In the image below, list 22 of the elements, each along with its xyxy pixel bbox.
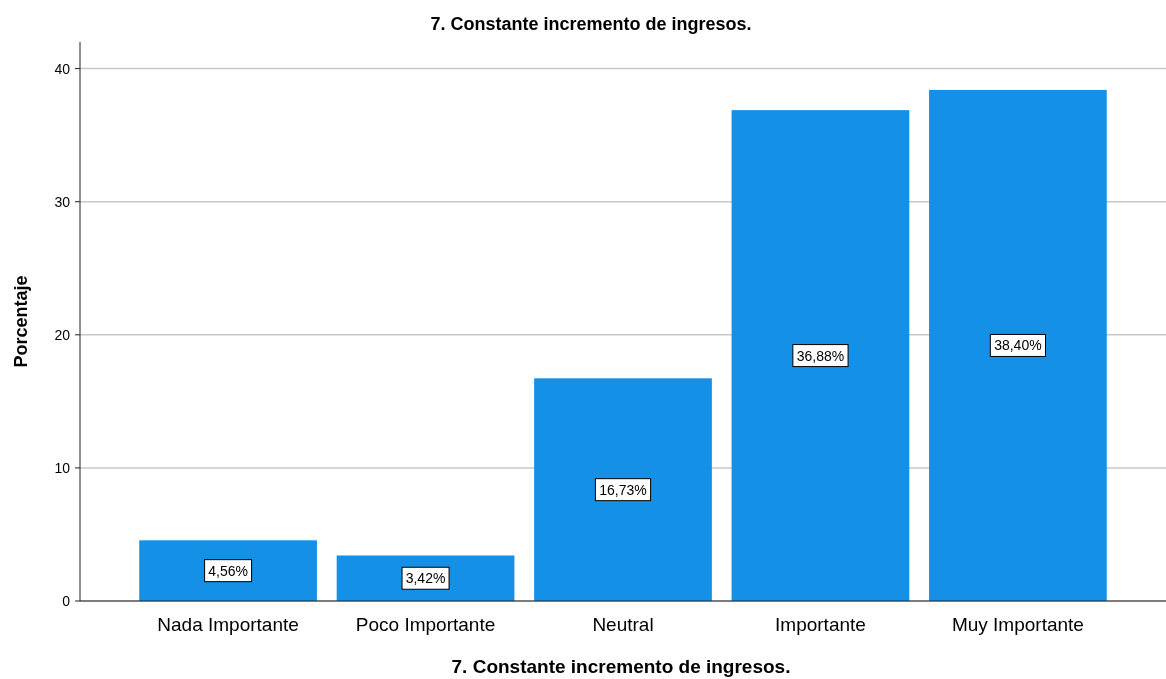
data-label: 3,42% <box>405 570 446 587</box>
bar <box>731 110 910 601</box>
data-label: 16,73% <box>599 481 647 498</box>
data-label: 4,56% <box>208 562 248 579</box>
y-tick-label: 40 <box>54 60 71 77</box>
bar <box>139 540 317 601</box>
x-tick-label: Nada Importante <box>157 614 299 635</box>
chart-title: 7. Constante incremento de ingresos. <box>430 14 752 34</box>
x-tick-label: Neutral <box>592 614 654 635</box>
data-label: 36,88% <box>796 347 845 364</box>
bar <box>534 378 712 601</box>
y-tick-label: 10 <box>54 459 71 476</box>
y-tick-label: 20 <box>54 326 71 343</box>
y-axis-title: Porcentaje <box>11 275 31 368</box>
y-tick-label: 0 <box>62 593 71 609</box>
bar <box>929 89 1107 601</box>
y-tick-label: 30 <box>54 193 71 210</box>
x-axis-title: 7. Constante incremento de ingresos. <box>451 656 791 677</box>
x-tick-label: Muy Importante <box>951 614 1084 635</box>
data-label: 38,40% <box>994 337 1042 354</box>
x-tick-label: Poco Importante <box>355 614 496 635</box>
x-tick-label: Importante <box>775 614 866 635</box>
